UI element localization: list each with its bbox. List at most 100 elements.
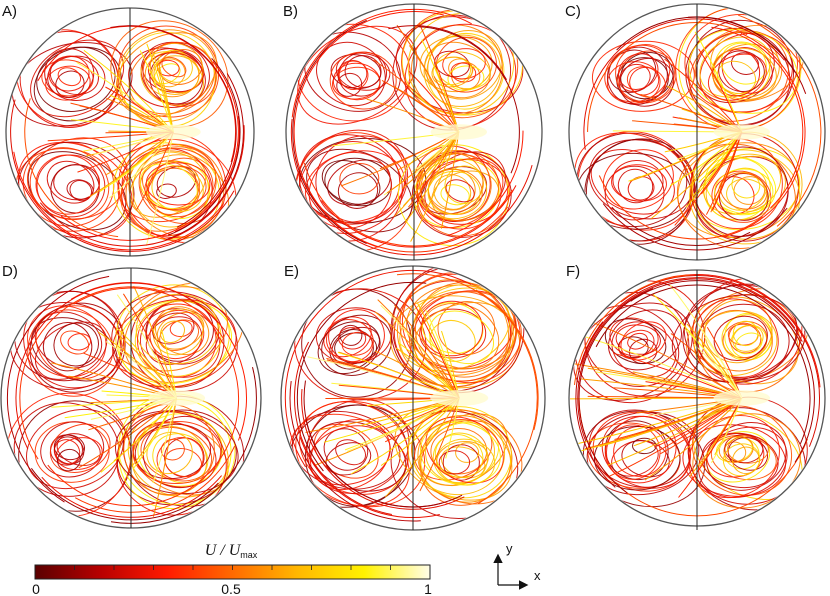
streamline <box>410 131 460 242</box>
streamline <box>578 288 654 494</box>
streamline <box>595 284 811 445</box>
streamline <box>604 424 661 480</box>
streamline <box>390 410 519 520</box>
streamline <box>132 420 222 485</box>
streamline <box>330 54 382 90</box>
streamline <box>55 70 85 98</box>
streamline <box>34 421 110 483</box>
streamline <box>110 25 237 228</box>
streamline <box>706 326 743 399</box>
streamline <box>292 19 367 245</box>
panel-label-d: D) <box>2 263 18 280</box>
streamline <box>606 415 677 484</box>
streamline <box>694 298 779 378</box>
streamline <box>732 446 760 475</box>
streamline <box>574 274 690 385</box>
streamline <box>55 437 103 471</box>
streamline <box>726 178 768 212</box>
streamline <box>151 312 195 345</box>
streamline <box>447 65 485 91</box>
streamline <box>152 51 174 133</box>
streamline <box>377 299 460 399</box>
streamline <box>137 303 217 378</box>
streamline <box>329 51 397 110</box>
streamline <box>425 309 460 399</box>
jet-core <box>146 124 201 140</box>
streamline <box>718 436 754 463</box>
streamline <box>447 130 524 236</box>
streamline <box>400 9 519 119</box>
streamline <box>140 41 210 105</box>
streamline <box>436 440 489 478</box>
streamline <box>425 420 495 484</box>
streamline <box>404 131 460 224</box>
colorbar-title: U / Umax <box>205 542 258 560</box>
streamline <box>722 32 806 238</box>
streamline <box>339 324 363 346</box>
colorbar-tick-0: 0 <box>32 581 40 596</box>
streamline <box>293 11 444 248</box>
streamline <box>621 440 670 478</box>
streamline <box>313 423 379 479</box>
streamline <box>425 416 504 484</box>
streamline <box>699 36 771 98</box>
streamline <box>112 142 220 240</box>
streamline <box>144 165 207 211</box>
streamline <box>733 176 766 205</box>
streamline <box>409 296 460 399</box>
panel-label-e: E) <box>284 263 299 280</box>
streamline <box>122 293 177 399</box>
streamline <box>321 314 392 376</box>
streamline <box>419 308 487 359</box>
streamline <box>735 332 763 355</box>
streamline <box>156 183 177 199</box>
streamline <box>57 448 81 472</box>
streamline <box>303 162 513 247</box>
streamline <box>644 397 743 481</box>
streamline <box>607 397 743 466</box>
streamlines-e <box>284 267 539 522</box>
streamline <box>738 14 822 227</box>
streamline <box>721 47 773 94</box>
streamline <box>338 327 367 350</box>
streamline <box>134 423 212 480</box>
panel-label-c: C) <box>565 3 581 20</box>
streamline <box>139 50 174 133</box>
streamline <box>336 72 363 97</box>
streamline <box>22 141 115 227</box>
panel-e: E) <box>280 263 546 531</box>
streamline <box>121 148 213 237</box>
streamline <box>450 62 477 83</box>
streamline <box>577 278 803 440</box>
streamlines-b <box>290 8 533 256</box>
streamline <box>604 165 665 221</box>
streamline <box>714 176 755 215</box>
streamline <box>711 170 772 223</box>
streamline <box>688 415 780 499</box>
streamline <box>581 277 796 365</box>
streamline <box>338 60 369 91</box>
streamline <box>339 162 380 195</box>
streamline <box>620 275 820 447</box>
streamline <box>440 131 460 229</box>
streamline <box>444 165 484 205</box>
streamline <box>291 8 472 118</box>
streamline <box>678 397 743 498</box>
streamline <box>317 321 381 375</box>
streamline <box>706 433 765 478</box>
streamline <box>76 61 174 133</box>
streamline <box>440 184 470 206</box>
streamline <box>296 282 427 472</box>
streamline <box>388 25 508 80</box>
streamline <box>424 41 491 99</box>
streamline <box>588 409 691 488</box>
streamline <box>132 397 177 470</box>
streamline <box>331 66 381 100</box>
streamline <box>706 422 787 491</box>
streamline <box>604 420 669 481</box>
streamlines-f <box>570 274 821 517</box>
streamline <box>714 168 774 216</box>
streamline <box>131 425 208 496</box>
streamline <box>350 397 460 475</box>
